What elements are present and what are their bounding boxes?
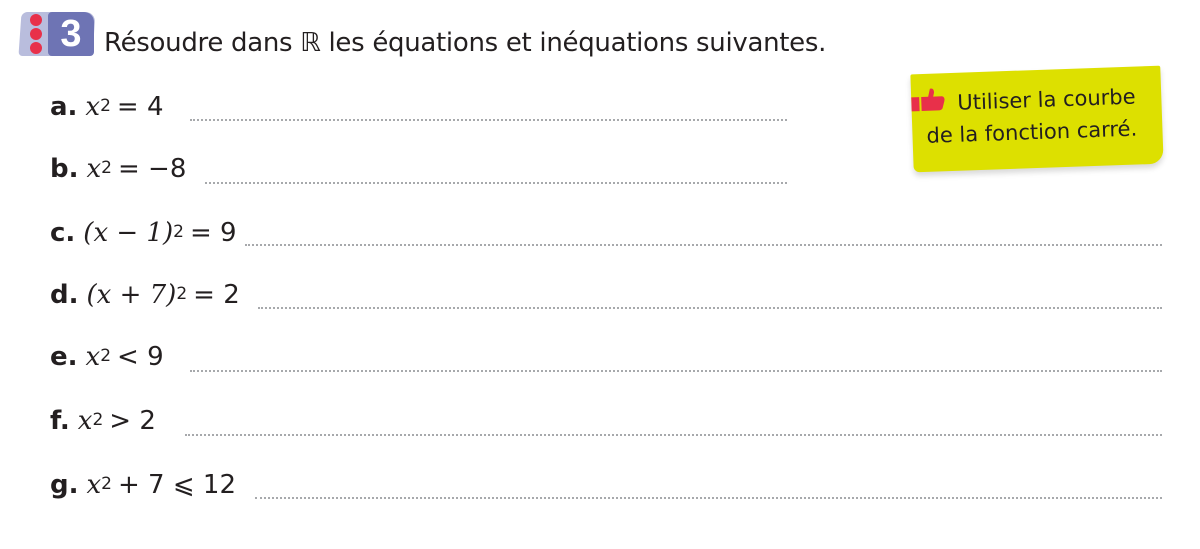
item-label: c.	[50, 218, 76, 248]
difficulty-dot-icon	[30, 14, 42, 26]
item-exponent: 2	[92, 410, 104, 430]
item-exponent: 2	[100, 96, 111, 116]
item-label: d.	[50, 280, 79, 310]
item-b: b. x 2 = −8	[50, 154, 186, 194]
item-c: c. (x − 1) 2 = 9	[50, 218, 237, 258]
exercise-number: 3	[48, 12, 94, 56]
item-exponent: 2	[176, 284, 188, 304]
item-base: x	[85, 342, 101, 372]
item-d: d. (x + 7) 2 = 2	[50, 280, 240, 320]
item-exponent: 2	[101, 474, 112, 494]
item-rhs: > 2	[109, 406, 156, 436]
item-label: b.	[50, 154, 79, 184]
difficulty-dot-icon	[30, 28, 42, 40]
answer-line-e[interactable]	[190, 370, 1162, 372]
exercise-instruction: Résoudre dans ℝ les équations et inéquat…	[104, 28, 827, 58]
answer-line-a[interactable]	[190, 119, 787, 121]
item-e: e. x 2 < 9	[50, 342, 164, 382]
hint-sticky-note: Utiliser la courbe de la fonction carré.	[910, 65, 1164, 173]
item-exponent: 2	[101, 158, 112, 178]
item-base: x	[77, 406, 93, 436]
item-g: g. x 2 + 7 ⩽ 12	[50, 470, 236, 510]
item-exponent: 2	[100, 346, 112, 366]
item-label: a.	[50, 92, 78, 122]
item-base: x	[85, 92, 101, 122]
item-exponent: 2	[173, 222, 184, 242]
item-base: x	[86, 470, 102, 500]
item-rhs: = 2	[193, 280, 240, 310]
item-label: g.	[50, 470, 79, 500]
item-base: x	[86, 154, 102, 184]
item-a: a. x 2 = 4	[50, 92, 164, 132]
hint-text: Utiliser la courbe de la fonction carré.	[926, 84, 1138, 148]
item-rhs: < 9	[117, 342, 164, 372]
item-base: (x − 1)	[83, 218, 174, 248]
exercise-number-badge: 3	[18, 10, 96, 58]
item-f: f. x 2 > 2	[50, 406, 156, 446]
item-base: (x + 7)	[86, 280, 177, 310]
answer-line-f[interactable]	[185, 434, 1162, 436]
difficulty-dot-icon	[30, 42, 42, 54]
item-label: f.	[50, 406, 70, 436]
item-rhs: = 4	[116, 92, 164, 122]
item-rhs: = −8	[118, 154, 187, 184]
item-label: e.	[50, 342, 78, 372]
answer-line-g[interactable]	[255, 497, 1162, 499]
item-rhs: + 7 ⩽ 12	[118, 470, 236, 500]
answer-line-b[interactable]	[205, 182, 787, 184]
answer-line-d[interactable]	[258, 307, 1162, 309]
thumbs-up-icon	[911, 88, 945, 112]
answer-line-c[interactable]	[245, 244, 1162, 246]
item-rhs: = 9	[189, 218, 237, 248]
